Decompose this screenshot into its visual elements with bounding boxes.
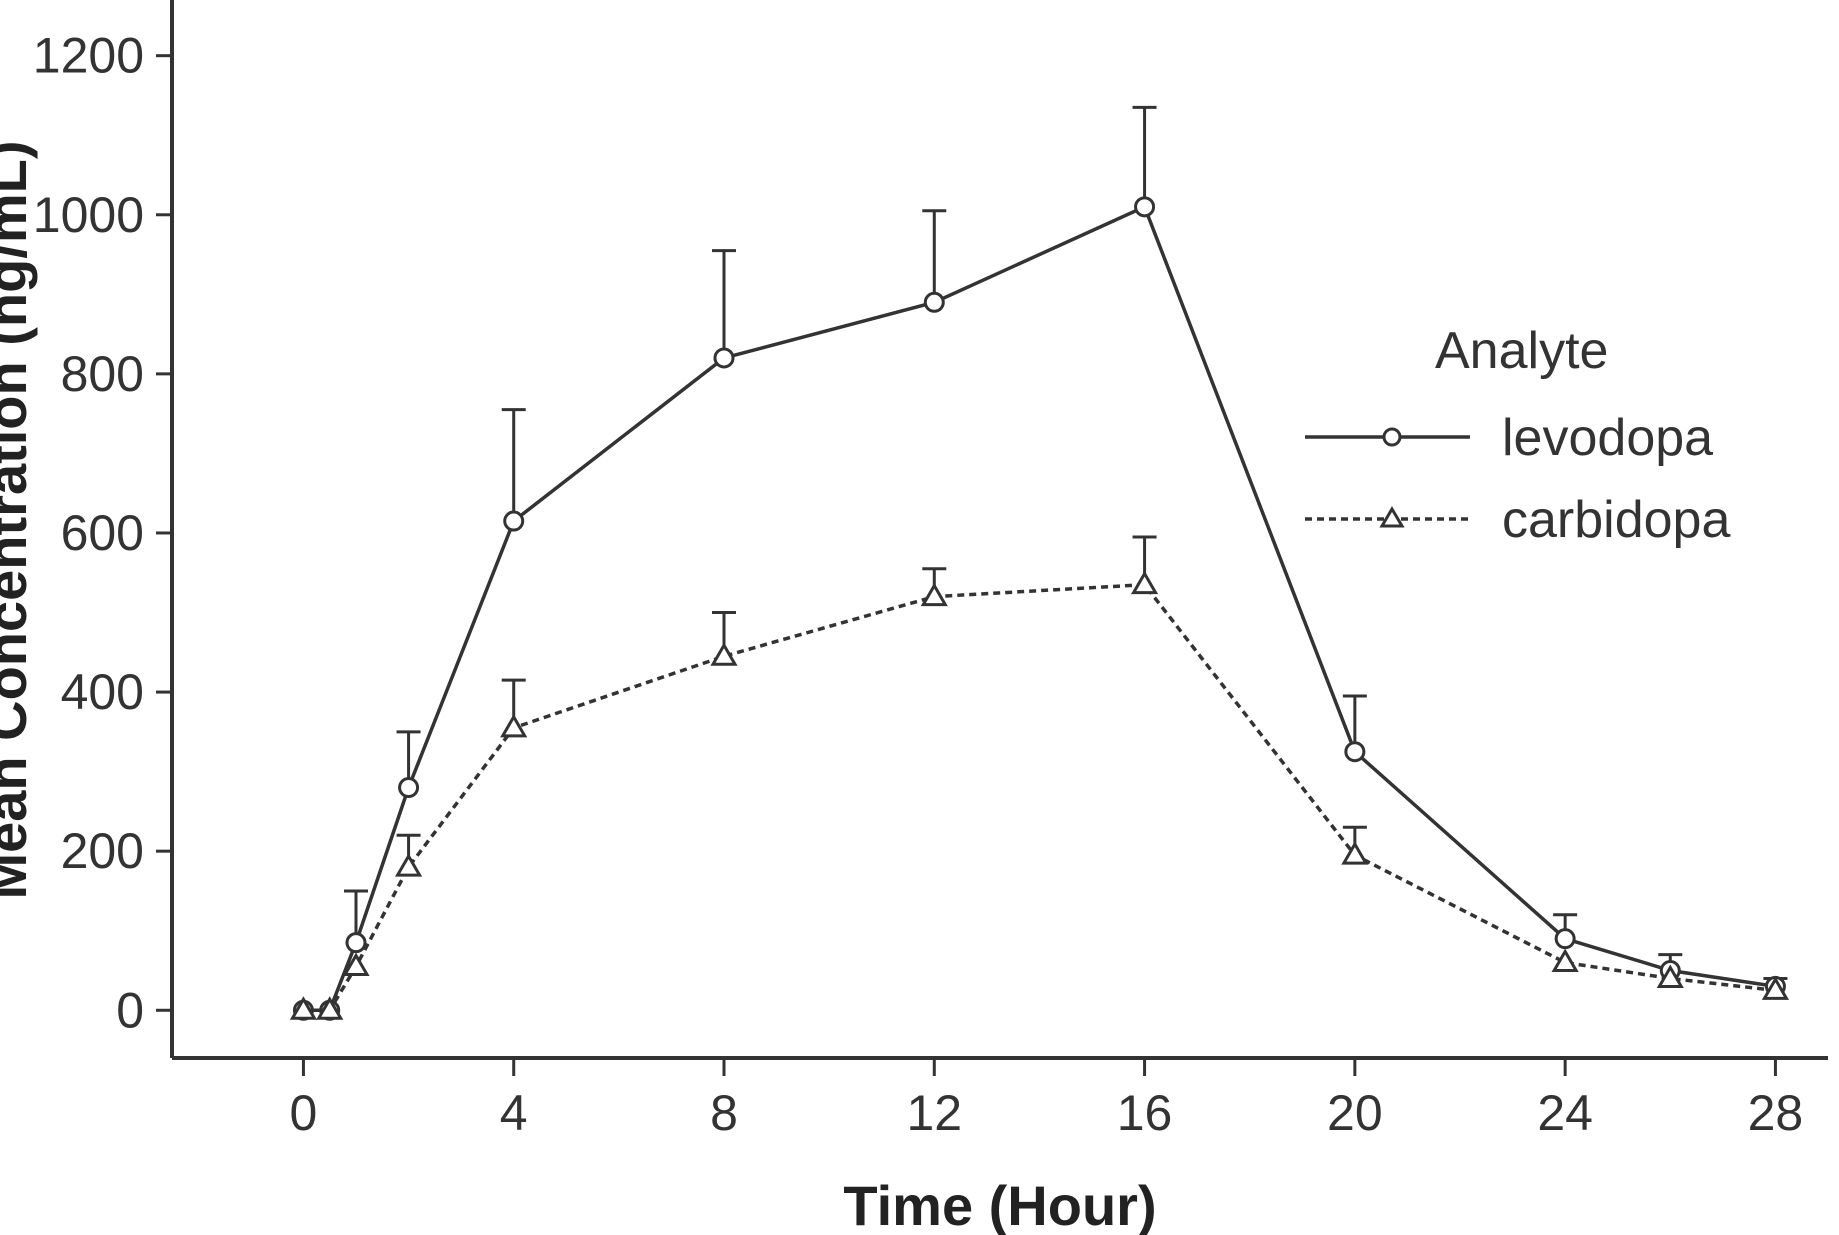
point-levodopa <box>345 932 367 954</box>
series-carbidopa <box>289 535 1790 1020</box>
legend-title: Analyte <box>1435 322 1608 380</box>
y-axis-title: Mean Concentration (ng/mL) <box>0 140 38 899</box>
series-line-carbidopa <box>303 582 1776 1013</box>
y-tick-label: 400 <box>61 664 144 720</box>
point-carbidopa <box>1761 976 1790 1000</box>
x-tick-label: 8 <box>710 1085 738 1141</box>
x-tick-label: 12 <box>906 1085 962 1141</box>
x-tick-label: 4 <box>500 1085 528 1141</box>
point-carbidopa <box>1551 948 1579 973</box>
x-axis-ticks: 0 4 8 12 16 20 24 28 <box>290 1058 1804 1141</box>
point-levodopa <box>503 510 525 532</box>
axes <box>170 0 1828 1060</box>
point-carbidopa <box>1130 570 1159 595</box>
series-layer <box>289 105 1790 1021</box>
point-carbidopa <box>710 642 738 666</box>
point-levodopa <box>398 777 420 799</box>
y-tick-label: 200 <box>61 823 144 879</box>
point-carbidopa <box>500 713 528 738</box>
x-tick-label: 24 <box>1537 1085 1593 1141</box>
point-carbidopa <box>920 582 948 607</box>
series-levodopa <box>292 105 1788 1021</box>
legend-label-levodopa: levodopa <box>1502 409 1713 467</box>
x-tick-label: 20 <box>1327 1085 1383 1141</box>
y-tick-label: 1000 <box>33 187 144 243</box>
series-line-levodopa <box>303 204 1776 1013</box>
point-levodopa <box>1134 196 1156 218</box>
x-tick-label: 16 <box>1117 1085 1173 1141</box>
legend: Analyte levodopa carbidopa <box>1305 322 1730 549</box>
legend-marker-carbidopa <box>1379 506 1405 528</box>
point-carbidopa <box>289 996 318 1020</box>
point-levodopa <box>1554 928 1576 950</box>
point-carbidopa <box>1656 964 1684 988</box>
y-axis-ticks: 0 200 400 600 800 1000 1200 <box>33 28 172 1038</box>
y-tick-label: 0 <box>116 982 144 1038</box>
legend-label-carbidopa: carbidopa <box>1502 491 1730 549</box>
x-axis-title: Time (Hour) <box>843 1174 1156 1235</box>
point-carbidopa <box>1341 841 1369 865</box>
point-levodopa <box>1344 741 1366 763</box>
point-carbidopa <box>394 853 423 877</box>
legend-marker-levodopa <box>1382 427 1402 447</box>
point-levodopa <box>713 347 735 369</box>
y-tick-label: 800 <box>61 346 144 402</box>
point-carbidopa <box>316 996 344 1020</box>
x-tick-label: 0 <box>290 1085 318 1141</box>
x-tick-label: 28 <box>1748 1085 1804 1141</box>
y-tick-label: 600 <box>61 505 144 561</box>
point-levodopa <box>923 291 945 313</box>
y-tick-label: 1200 <box>33 28 144 84</box>
point-carbidopa <box>342 952 370 977</box>
